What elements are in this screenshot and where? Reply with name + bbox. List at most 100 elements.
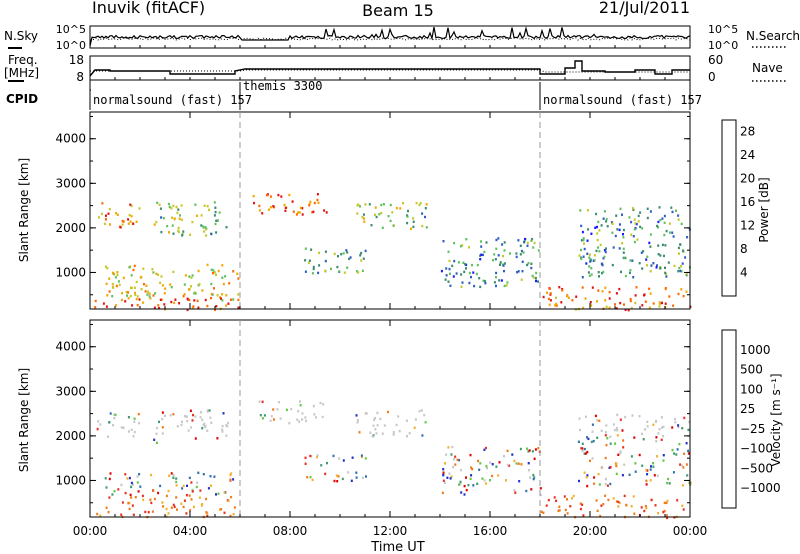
velocity-echo-cell bbox=[533, 457, 536, 460]
velocity-echo-cell bbox=[360, 454, 363, 457]
power-echo-cell bbox=[148, 295, 151, 298]
velocity-echo-cell bbox=[151, 510, 154, 513]
power-echo-cell bbox=[193, 299, 196, 302]
power-echo-cell bbox=[142, 301, 145, 304]
power-echo-cell bbox=[361, 269, 364, 272]
power-echo-cell bbox=[129, 294, 132, 298]
velocity-echo-cell bbox=[124, 491, 127, 495]
power-echo-cell bbox=[392, 224, 395, 227]
power-echo-cell bbox=[253, 201, 255, 205]
power-echo-cell bbox=[500, 279, 503, 282]
power-echo-cell bbox=[237, 293, 240, 296]
power-echo-cell bbox=[210, 296, 212, 300]
velocity-echo-cell bbox=[321, 415, 324, 419]
power-echo-cell bbox=[629, 269, 632, 272]
velocity-echo-cell bbox=[195, 485, 198, 489]
power-echo-cell bbox=[502, 254, 504, 258]
velocity-echo-cell bbox=[680, 464, 683, 467]
power-echo-cell bbox=[644, 300, 647, 303]
velocity-echo-cell bbox=[263, 414, 266, 417]
power-echo-cell bbox=[476, 263, 479, 267]
velocity-echo-cell bbox=[306, 476, 309, 479]
power-echo-cell bbox=[181, 234, 184, 237]
power-echo-cell bbox=[580, 248, 582, 252]
power-echo-cell bbox=[604, 250, 607, 254]
velocity-echo-cell bbox=[223, 511, 226, 514]
power-echo-cell bbox=[170, 207, 173, 210]
velocity-echo-cell bbox=[375, 432, 378, 435]
power-echo-cell bbox=[677, 292, 680, 296]
velocity-echo-cell bbox=[600, 504, 603, 507]
power-echo-cell bbox=[402, 202, 404, 205]
velocity-echo-cell bbox=[615, 427, 618, 430]
power-echo-cell bbox=[445, 274, 448, 277]
power-echo-cell bbox=[561, 289, 564, 292]
velocity-echo-cell bbox=[130, 481, 133, 485]
power-echo-cell bbox=[178, 302, 181, 305]
power-echo-cell bbox=[121, 219, 124, 223]
power-echo-cell bbox=[480, 240, 482, 243]
velocity-echo-cell bbox=[423, 413, 426, 417]
velocity-echo-cell bbox=[451, 445, 454, 449]
power-echo-cell bbox=[649, 245, 652, 248]
power-echo-cell bbox=[502, 264, 505, 267]
power-echo-cell bbox=[505, 284, 508, 287]
power-echo-cell bbox=[464, 263, 467, 266]
velocity-echo-cell bbox=[219, 508, 221, 511]
power-echo-cell bbox=[658, 301, 661, 304]
power-echo-cell bbox=[684, 256, 687, 259]
velocity-echo-cell bbox=[320, 464, 323, 467]
power-echo-cell bbox=[603, 255, 606, 259]
power-echo-cell bbox=[471, 263, 473, 267]
velocity-echo-cell bbox=[469, 477, 472, 480]
power-echo-cell bbox=[108, 207, 111, 211]
power-echo-cell bbox=[586, 209, 589, 212]
velocity-echo-cell bbox=[533, 476, 536, 479]
power-echo-cell bbox=[118, 283, 121, 287]
power-echo-cell bbox=[460, 273, 463, 276]
power-echo-cell bbox=[495, 238, 498, 242]
power-echo-cell bbox=[685, 273, 688, 277]
power-echo-cell bbox=[499, 263, 501, 266]
velocity-echo-cell bbox=[229, 514, 232, 518]
power-echo-cell bbox=[616, 228, 619, 231]
power-echo-cell bbox=[360, 259, 363, 262]
velocity-echo-cell bbox=[189, 409, 192, 412]
power-echo-cell bbox=[641, 267, 644, 270]
power-echo-cell bbox=[659, 254, 662, 257]
velocity-echo-cell bbox=[489, 479, 491, 482]
velocity-echo-cell bbox=[153, 438, 156, 441]
velocity-echo-cell bbox=[117, 488, 120, 491]
velocity-echo-cell bbox=[161, 432, 164, 435]
power-cbar-tick: 28 bbox=[740, 125, 755, 139]
power-echo-cell bbox=[224, 275, 227, 278]
velocity-echo-cell bbox=[158, 420, 160, 424]
velocity-echo-cell bbox=[297, 410, 300, 413]
power-echo-cell bbox=[648, 241, 651, 245]
power-echo-cell bbox=[646, 264, 648, 267]
velocity-echo-cell bbox=[685, 463, 688, 466]
velocity-echo-cell bbox=[133, 420, 136, 423]
power-echo-cell bbox=[652, 302, 655, 305]
power-echo-cell bbox=[222, 282, 225, 286]
velocity-echo-cell bbox=[111, 493, 114, 496]
velocity-echo-cell bbox=[596, 419, 599, 422]
power-echo-cell bbox=[421, 212, 424, 215]
velocity-echo-cell bbox=[108, 496, 111, 499]
power-echo-cell bbox=[589, 260, 592, 263]
velocity-echo-cell bbox=[593, 476, 596, 479]
power-cbar-tick: 16 bbox=[740, 195, 755, 209]
power-echo-cell bbox=[515, 252, 518, 255]
velocity-echo-cell bbox=[654, 504, 657, 507]
power-echo-cell bbox=[634, 294, 637, 297]
power-echo-cell bbox=[357, 271, 360, 274]
power-echo-cell bbox=[643, 293, 646, 296]
power-echo-cell bbox=[189, 233, 192, 236]
velocity-echo-cell bbox=[657, 432, 660, 435]
power-echo-cell bbox=[650, 264, 653, 267]
velocity-echo-cell bbox=[189, 509, 192, 512]
velocity-echo-cell bbox=[296, 418, 299, 421]
velocity-echo-cell bbox=[313, 413, 316, 416]
power-echo-cell bbox=[295, 213, 298, 216]
